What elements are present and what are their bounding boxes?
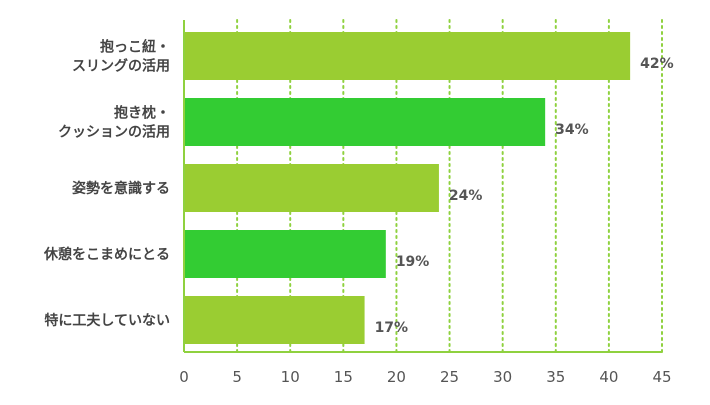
axes xyxy=(183,20,662,353)
category-label-5: 特に工夫していない xyxy=(44,312,170,329)
x-tick-label-15: 15 xyxy=(334,368,353,386)
category-label-2: 抱き枕・クッションの活用 xyxy=(58,105,170,141)
bar-4 xyxy=(184,230,386,278)
x-tick-label-20: 20 xyxy=(387,368,406,386)
category-label-3: 姿勢を意識する xyxy=(72,180,170,197)
value-label-1: 42% xyxy=(640,56,674,72)
category-label-1: 抱っこ紐・スリングの活用 xyxy=(72,39,170,75)
x-tick-label-30: 30 xyxy=(493,368,512,386)
x-tick-label-0: 0 xyxy=(179,368,189,386)
bars xyxy=(184,32,631,344)
bar-2 xyxy=(184,98,546,146)
x-tick-label-10: 10 xyxy=(281,368,300,386)
x-tick-label-40: 40 xyxy=(599,368,618,386)
value-label-2: 34% xyxy=(555,122,589,138)
value-label-5: 17% xyxy=(375,320,409,336)
bar-3 xyxy=(184,164,439,212)
value-label-3: 24% xyxy=(449,188,483,204)
bar-5 xyxy=(184,296,365,344)
value-label-4: 19% xyxy=(396,254,430,270)
labels: 42% 抱っこ紐・スリングの活用 34% 抱き枕・クッションの活用 24% 姿勢を意識する… xyxy=(43,39,674,387)
x-tick-label-35: 35 xyxy=(546,368,565,386)
bar-1 xyxy=(184,32,631,80)
x-tick-label-25: 25 xyxy=(440,368,459,386)
x-tick-label-5: 5 xyxy=(232,368,242,386)
x-tick-label-45: 45 xyxy=(652,368,671,386)
category-label-4: 休憩をこまめにとる xyxy=(43,246,170,263)
